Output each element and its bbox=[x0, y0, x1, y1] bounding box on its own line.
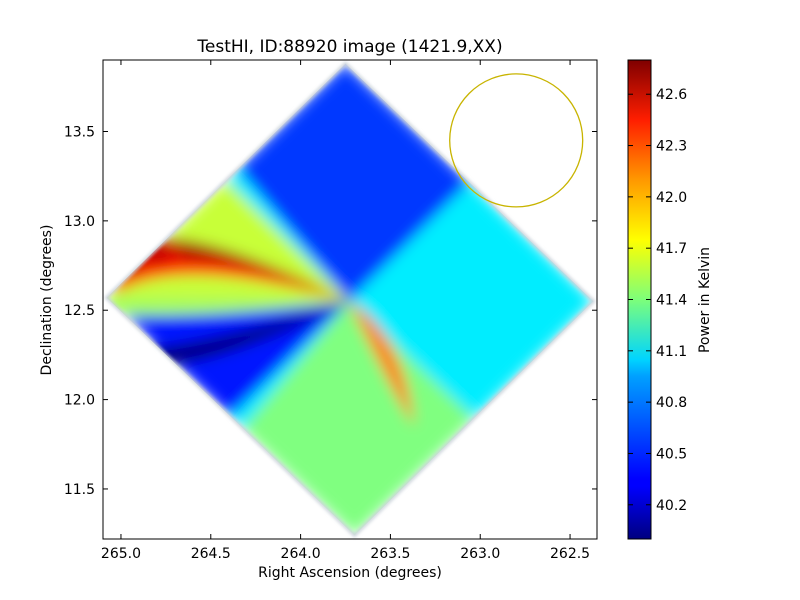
heatmap-image bbox=[104, 61, 596, 538]
band-green bbox=[106, 297, 350, 316]
y-tick-label: 11.5 bbox=[64, 482, 95, 498]
lobe-bottom bbox=[242, 301, 474, 536]
colorbar-tick-label: 42.3 bbox=[656, 139, 687, 155]
y-tick-label: 12.5 bbox=[64, 303, 95, 319]
x-tick-label: 265.0 bbox=[101, 546, 141, 562]
lobe-top bbox=[238, 63, 470, 302]
colorbar-tick-label: 42.0 bbox=[656, 190, 687, 206]
streak-orange bbox=[349, 301, 415, 427]
colorbar-tick-label: 40.8 bbox=[656, 395, 687, 411]
x-tick-label: 264.0 bbox=[281, 546, 321, 562]
colorbar-label: Power in Kelvin bbox=[697, 247, 713, 353]
map-rim bbox=[104, 61, 596, 538]
colorbar-tick-label: 40.2 bbox=[656, 498, 687, 514]
y-axis-label: Declination (degrees) bbox=[39, 225, 55, 376]
y-tick-label: 13.0 bbox=[64, 214, 95, 230]
y-tick-label: 12.0 bbox=[64, 393, 95, 409]
chart-title: TestHI, ID:88920 image (1421.9,XX) bbox=[196, 37, 502, 57]
map-blur bbox=[106, 63, 594, 536]
colorbar-ticks: 40.2 40.5 40.8 41.1 41.4 41.7 42.0 42.3 42.6 bbox=[628, 87, 687, 514]
x-axis-label: Right Ascension (degrees) bbox=[258, 565, 442, 581]
plot-frame bbox=[102, 59, 598, 540]
map-clip bbox=[106, 63, 594, 536]
x-tick-label: 262.5 bbox=[550, 546, 590, 562]
band-darkblue bbox=[131, 301, 350, 368]
beam-circle bbox=[449, 73, 584, 208]
x-tick-label: 263.0 bbox=[460, 546, 500, 562]
colorbar-tick-label: 41.7 bbox=[656, 241, 687, 257]
colorbar: 40.2 40.5 40.8 41.1 41.4 41.7 42.0 42.3 42.6 Pow… bbox=[627, 59, 713, 540]
colorbar-tick-label: 41.4 bbox=[656, 293, 687, 309]
plot-area: 265.0 264.5 264.0 263.5 263.0 262.5 11.512.01… bbox=[64, 59, 598, 562]
y-tick-label: 13.5 bbox=[64, 124, 95, 140]
colorbar-tick-label: 40.5 bbox=[656, 446, 687, 462]
lobe-right bbox=[349, 194, 594, 407]
x-tick-label: 263.5 bbox=[370, 546, 410, 562]
x-tick-label: 264.5 bbox=[191, 546, 231, 562]
y-axis-ticks: 11.5 12.0 12.5 13.0 13.5 bbox=[64, 124, 597, 498]
x-axis-ticks: 265.0 264.5 264.0 263.5 263.0 262.5 bbox=[101, 60, 590, 562]
colorbar-tick-label: 42.6 bbox=[656, 87, 687, 103]
colorbar-tick-label: 41.1 bbox=[656, 344, 687, 360]
